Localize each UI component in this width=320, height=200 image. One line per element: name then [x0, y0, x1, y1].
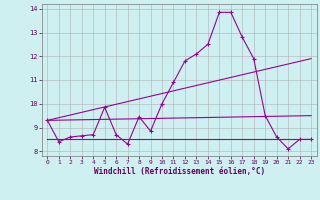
X-axis label: Windchill (Refroidissement éolien,°C): Windchill (Refroidissement éolien,°C) [94, 167, 265, 176]
